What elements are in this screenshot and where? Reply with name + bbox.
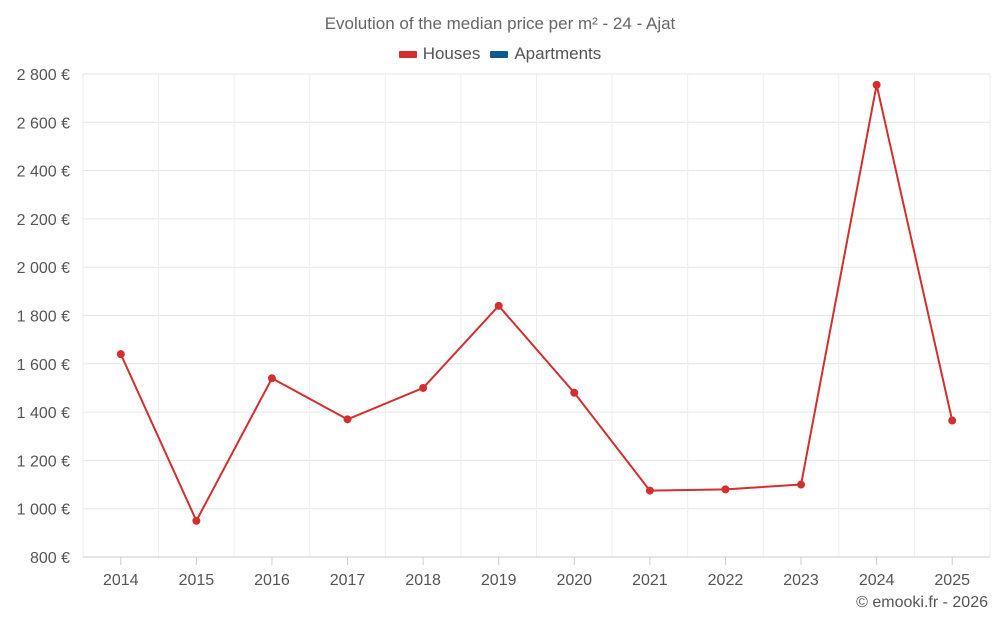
legend-label-houses: Houses (422, 44, 481, 63)
data-point (419, 383, 428, 392)
x-tick-label: 2023 (783, 572, 819, 589)
x-tick-label: 2016 (254, 572, 290, 589)
y-tick-label: 800 € (30, 550, 70, 567)
x-tick-label: 2025 (934, 572, 970, 589)
data-point (797, 480, 806, 489)
data-point (872, 80, 881, 89)
y-tick-label: 1 400 € (17, 405, 70, 422)
y-tick-label: 2 600 € (17, 115, 70, 132)
series-line-houses (119, 83, 954, 522)
x-tick-label: 2014 (103, 572, 139, 589)
y-tick-label: 1 200 € (17, 453, 70, 470)
y-tick-label: 2 800 € (17, 67, 70, 84)
x-tick-label: 2019 (481, 572, 517, 589)
legend: Houses Apartments (0, 44, 1000, 64)
x-tick-label: 2022 (708, 572, 744, 589)
data-point (116, 350, 125, 359)
data-point (494, 301, 503, 310)
data-point (267, 374, 276, 383)
y-tick-label: 1 600 € (17, 357, 70, 374)
legend-item-apartments[interactable]: Apartments (490, 44, 601, 64)
y-tick-label: 2 000 € (17, 260, 70, 277)
legend-swatch-houses (398, 50, 417, 58)
chart-title: Evolution of the median price per m² - 2… (324, 14, 676, 33)
y-tick-label: 1 000 € (17, 502, 70, 519)
data-point (645, 486, 654, 495)
y-tick-label: 1 800 € (17, 309, 70, 326)
data-point (570, 388, 579, 397)
x-tick-label: 2017 (330, 572, 366, 589)
y-tick-label: 2 200 € (17, 212, 70, 229)
data-point (948, 416, 957, 425)
legend-item-houses[interactable]: Houses (398, 44, 481, 64)
x-tick-label: 2024 (859, 572, 895, 589)
x-tick-label: 2015 (179, 572, 215, 589)
data-point (343, 415, 352, 424)
x-tick-label: 2021 (632, 572, 668, 589)
legend-label-apartments: Apartments (514, 44, 602, 63)
x-tick-label: 2018 (405, 572, 441, 589)
x-tick-label: 2020 (556, 572, 592, 589)
legend-swatch-apartments (490, 50, 509, 58)
data-point (721, 485, 730, 494)
data-point (192, 516, 201, 525)
credit-text: © emooki.fr - 2026 (856, 594, 988, 611)
y-tick-label: 2 400 € (17, 164, 70, 181)
